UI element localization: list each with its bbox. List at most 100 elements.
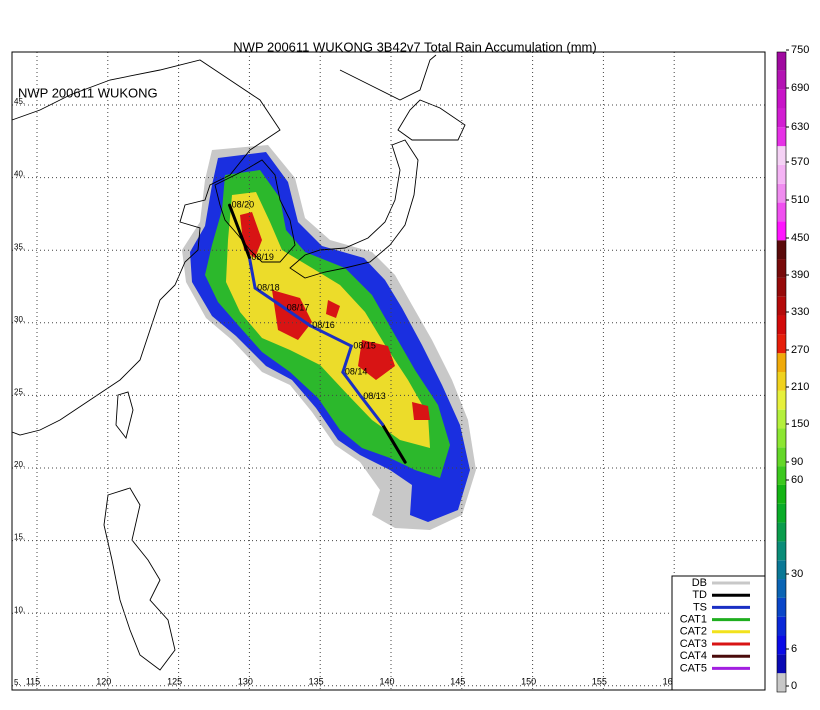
colorbar-cell [777,673,786,692]
colorbar-cell [777,579,786,598]
legend-label: CAT1 [680,614,707,626]
track-date-label: 08/15 [353,340,376,350]
track-segment [247,255,257,290]
colorbar-cell [777,635,786,655]
lon-label: 150 [521,676,536,686]
lon-label: 140 [379,676,394,686]
lon-label: 125 [167,676,182,686]
colorbar-cell [777,484,786,504]
colorbar-cell [777,277,786,297]
colorbar-label: 0 [791,680,797,692]
legend-label: CAT5 [680,662,707,674]
colorbar-cell [777,296,786,316]
legend-label: TS [693,601,707,613]
colorbar-cell [777,560,786,580]
colorbar-cell [777,409,786,429]
lon-label: 145 [450,676,465,686]
subtitle: NWP 200611 WUKONG [18,85,158,100]
legend-label: CAT3 [680,638,707,650]
track-segment [283,306,312,328]
track-segment [341,344,353,374]
track-segment [308,324,353,348]
colorbar-label: 630 [791,121,809,133]
lon-label: 115 [26,676,40,686]
lat-label: 30. [14,315,25,324]
colorbar-cell [777,108,786,128]
colorbar-label: 510 [791,194,809,206]
track-date-label: 08/16 [312,320,335,330]
colorbar-label: 450 [791,232,809,244]
colorbar-cell [777,334,786,354]
colorbar-label: 150 [791,418,809,430]
lon-label: 130 [238,676,253,686]
track-date-label: 08/17 [287,303,310,313]
legend-label: CAT2 [680,626,707,638]
colorbar-cell [777,447,786,467]
graticule: 115 120 125 130 135 140 145 150 155 160 5. 10. 15. 20… [12,52,765,690]
lat-label: 20. [14,460,25,469]
colorbar-label: 60 [791,474,803,486]
lat-label: 15. [14,533,25,542]
legend-label: DB [692,577,707,589]
title: NWP 200611 WUKONG 3B42v7 Total Rain Accu… [233,39,596,54]
colorbar-label: 330 [791,306,809,318]
colorbar-cell [777,164,786,184]
legend-label: CAT4 [680,650,707,662]
track-segment [359,395,385,426]
colorbar-cell [777,259,786,278]
colorbar-label: 390 [791,269,809,281]
map-frame [11,51,766,691]
colorbar-cell [777,240,786,260]
lon-label: 120 [96,676,111,686]
lat-label: 5. [14,678,21,687]
lat-label: 10. [14,605,25,614]
colorbar-cell [777,390,786,410]
colorbar-cell [777,654,786,674]
track-date-label: 08/20 [232,200,255,210]
colorbar-cell [777,428,786,448]
legend-label: TD [692,589,707,601]
track-segment [253,286,287,310]
colorbar-cell [777,221,786,241]
track-segment [341,370,363,399]
lat-label: 45. [14,97,25,106]
colorbar-cell [777,127,786,147]
colorbar-cell [777,315,786,335]
colorbar-cell [777,89,786,109]
colorbar-label: 690 [791,82,809,94]
lat-label: 25. [14,388,25,397]
colorbar-cell [777,466,786,485]
colorbar-label: 30 [791,568,803,580]
colorbar: 0630609015021027033039045051057063069075… [776,44,809,693]
coastlines [11,54,466,671]
colorbar-frame [776,51,787,693]
colorbar-cell [777,522,786,542]
track-date-label: 08/18 [257,282,280,292]
colorbar-label: 750 [791,44,809,56]
lon-label: 135 [309,676,324,686]
colorbar-cell [777,353,786,372]
lon-label: 155 [592,676,607,686]
colorbar-cell [777,541,786,561]
colorbar-cell [777,146,786,165]
colorbar-label: 210 [791,381,809,393]
lon-label: 160 [663,676,678,686]
track-date-label: 08/13 [363,391,386,401]
colorbar-label: 90 [791,456,803,468]
track-segment [381,422,407,464]
colorbar-cell [777,503,786,523]
colorbar-label: 6 [791,643,797,655]
colorbar-cell [777,52,786,71]
lat-label: 35. [14,242,25,251]
colorbar-cell [777,183,786,203]
track-date-label: 08/19 [251,252,274,262]
colorbar-label: 570 [791,156,809,168]
colorbar-cell [777,616,786,636]
colorbar-cell [777,597,786,617]
colorbar-cell [777,372,786,391]
track-date-label: 08/14 [345,367,368,377]
lat-label: 40. [14,170,25,179]
